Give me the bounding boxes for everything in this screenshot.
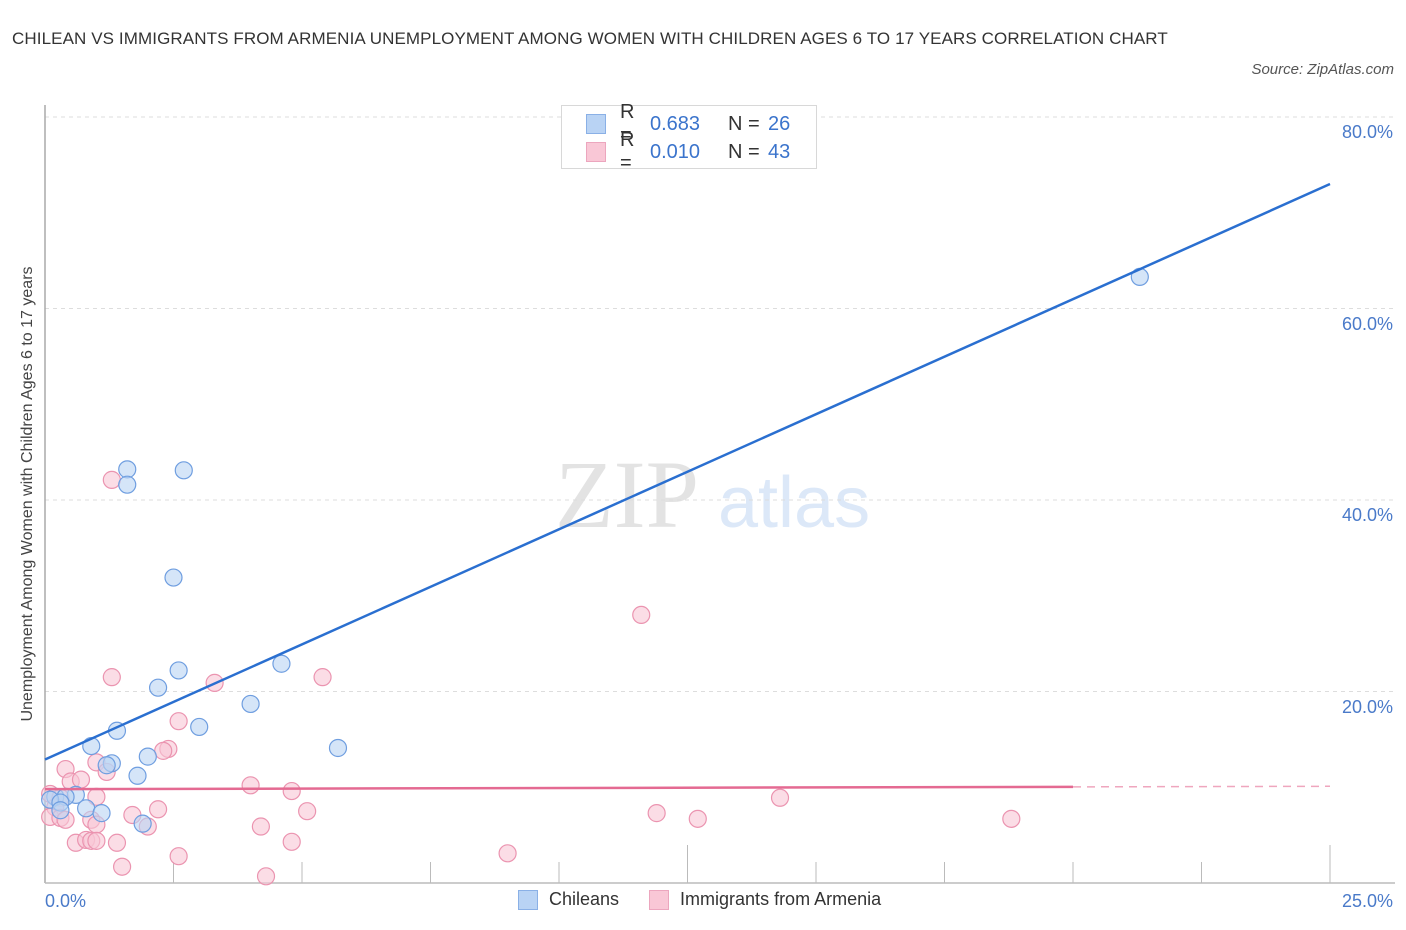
data-point [77,799,96,818]
r-label: R = [620,129,635,174]
blue-swatch-icon [518,889,538,910]
data-point [102,668,121,687]
legend-row-armenia: R = 0.010 N = 43 [586,129,791,174]
data-point [256,867,276,886]
legend-item-armenia[interactable]: Immigrants from Armenia [649,889,881,910]
r-value: 0.010 [650,140,701,163]
data-point [272,654,291,673]
data-point [251,817,270,836]
data-point [632,605,651,625]
data-point [169,847,188,866]
data-point [87,831,106,850]
series-legend: Chileans Immigrants from Armenia [518,889,911,910]
source-label: Source: ZipAtlas.com [1251,61,1394,78]
data-point [298,802,317,821]
data-point [92,804,111,823]
legend-label: Immigrants from Armenia [680,889,882,909]
data-point [169,712,188,731]
data-point [174,461,193,480]
armenia-points [41,470,1021,886]
x-tick-0: 0.0% [45,891,87,911]
data-point [133,814,152,833]
n-label: N = [728,112,760,135]
armenia-trendline-extension [1072,785,1331,788]
y-tick-80: 80.0% [1341,122,1393,142]
watermark: ZIP atlas [555,441,870,548]
data-point [770,788,790,807]
data-point [148,800,168,819]
data-point [647,804,666,823]
data-point [71,770,91,789]
gridlines [45,116,1395,692]
data-point [190,717,209,737]
n-value: 43 [768,140,791,163]
r-label: R = [620,101,635,146]
legend-label: Chileans [549,889,620,909]
armenia-trendline [44,785,1074,791]
chart-title: CHILEAN VS IMMIGRANTS FROM ARMENIA UNEMP… [12,29,1168,48]
legend-item-chileans[interactable]: Chileans [518,889,619,910]
data-point [282,832,301,851]
data-point [1002,809,1021,828]
data-point [51,801,70,820]
data-point [688,809,707,828]
data-point [154,741,173,760]
y-tick-20: 20.0% [1341,697,1393,717]
data-point [148,678,168,697]
data-point [112,857,132,876]
y-tick-60: 60.0% [1341,314,1393,334]
legend-row-chileans: R = 0.683 N = 26 [586,101,791,146]
data-point [138,747,157,766]
data-point [102,470,121,489]
data-point [282,781,301,801]
data-point [169,661,188,680]
pink-swatch-icon [586,142,606,162]
data-point [328,738,348,758]
watermark-zip: ZIP [555,441,699,548]
data-point [241,694,260,714]
y-axis-label: Unemployment Among Women with Children A… [19,266,36,722]
data-point [128,766,147,785]
data-point [97,756,116,775]
data-point [118,460,137,479]
x-tick-25: 25.0% [1341,891,1393,911]
data-point [241,776,260,795]
data-point [118,475,137,494]
correlation-legend: R = 0.683 N = 26 R = 0.010 N = 43 [561,101,817,174]
chilean-points [41,267,1149,833]
watermark-atlas: atlas [718,463,870,543]
n-label: N = [728,140,760,163]
trendlines [44,182,1331,791]
pink-swatch-icon [649,889,670,910]
chilean-trendline [44,182,1331,761]
y-tick-40: 40.0% [1341,505,1393,525]
r-value: 0.683 [650,112,701,135]
data-point [107,833,127,852]
blue-swatch-icon [586,114,606,134]
data-point [164,568,183,587]
n-value: 26 [768,112,791,135]
data-point [313,668,332,687]
data-point [498,844,517,863]
